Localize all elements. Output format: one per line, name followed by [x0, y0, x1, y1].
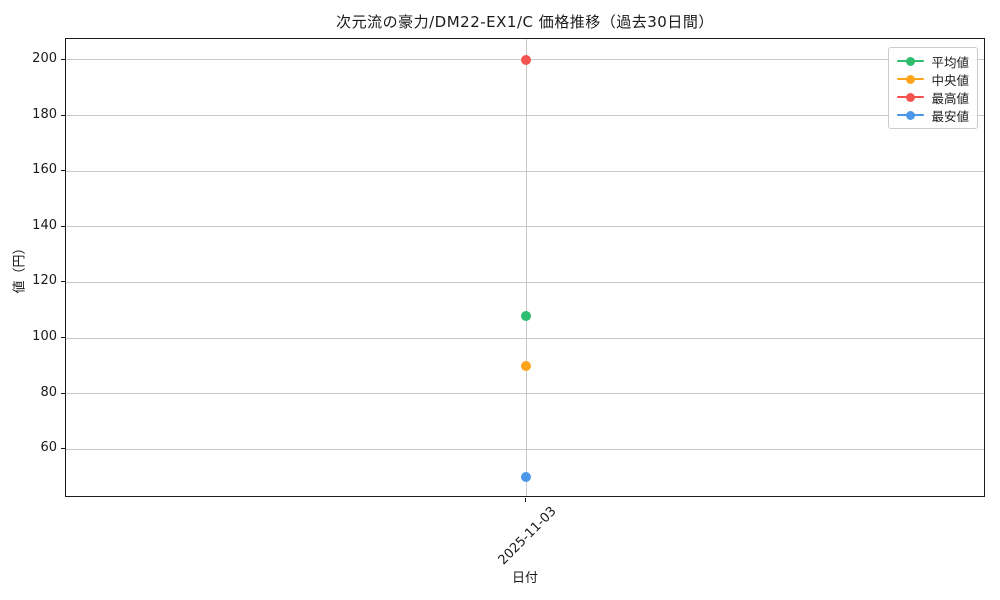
y-tick-label: 120	[32, 273, 57, 289]
data-point-low	[521, 472, 531, 483]
y-tick-label: 80	[40, 384, 57, 400]
y-tick-label: 200	[32, 50, 57, 66]
y-tick-label: 100	[32, 329, 57, 345]
h-gridline	[66, 170, 984, 172]
legend-item-median: 中央値	[897, 71, 969, 88]
y-tick-mark	[61, 392, 65, 394]
y-tick-label: 160	[32, 162, 57, 178]
legend-item-low: 最安値	[897, 107, 969, 124]
legend-label-avg: 平均値	[931, 54, 969, 70]
plot-area: 平均値中央値最高値最安値	[65, 38, 985, 497]
legend-dot-icon	[906, 110, 916, 120]
y-tick-mark	[61, 337, 65, 339]
legend-item-high: 最高値	[897, 89, 969, 106]
h-gridline	[66, 226, 984, 228]
x-axis-label: 日付	[511, 571, 538, 586]
legend-label-median: 中央値	[931, 72, 969, 88]
legend-dot-icon	[906, 56, 916, 66]
legend: 平均値中央値最高値最安値	[888, 47, 978, 129]
data-point-median	[521, 360, 531, 371]
legend-marker-icon	[897, 74, 925, 84]
y-tick-mark	[61, 448, 65, 450]
legend-marker-icon	[897, 56, 925, 66]
y-tick-mark	[61, 58, 65, 60]
y-tick-label: 140	[32, 217, 57, 233]
chart-title: 次元流の豪力/DM22-EX1/C 価格推移（過去30日間）	[336, 13, 714, 31]
y-tick-mark	[61, 225, 65, 227]
y-tick-mark	[61, 281, 65, 283]
v-gridline	[525, 39, 527, 496]
y-tick-mark	[61, 170, 65, 172]
h-gridline	[66, 337, 984, 339]
legend-label-high: 最高値	[931, 90, 969, 106]
legend-item-avg: 平均値	[897, 53, 969, 70]
data-point-high	[521, 54, 531, 65]
legend-label-low: 最安値	[931, 108, 969, 124]
data-point-avg	[521, 310, 531, 321]
legend-marker-icon	[897, 92, 925, 102]
x-tick-mark	[525, 498, 526, 502]
h-gridline	[66, 115, 984, 116]
h-gridline	[66, 281, 984, 283]
data-points-layer	[66, 39, 984, 496]
legend-marker-icon	[897, 110, 925, 120]
h-gridline	[66, 448, 984, 450]
legend-dot-icon	[906, 92, 916, 102]
y-tick-label: 60	[40, 440, 57, 456]
y-tick-label: 180	[32, 106, 57, 122]
h-gridline	[66, 393, 984, 395]
y-tick-mark	[61, 114, 65, 116]
legend-dot-icon	[906, 74, 916, 84]
